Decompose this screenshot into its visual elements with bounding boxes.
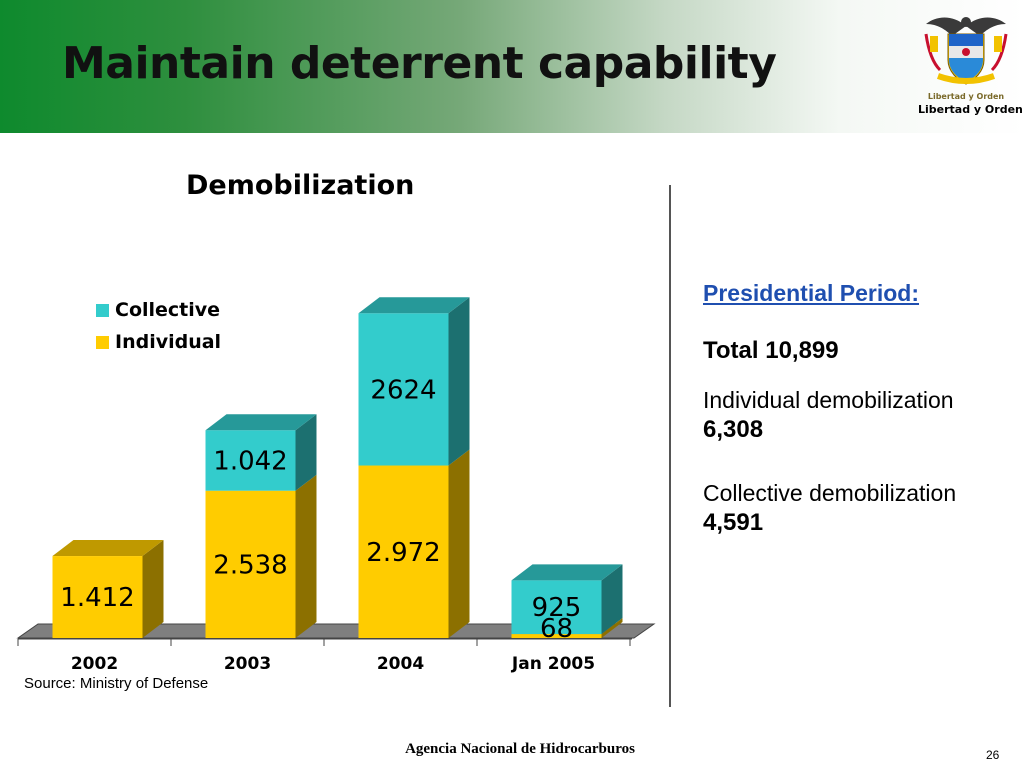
bar-top-collective [511,564,623,581]
legend-item-individual: Individual [96,326,221,358]
bar-side-individual [142,540,164,638]
bar-front-individual [52,556,143,638]
data-label-individual: 2.538 [213,550,287,580]
bar-front-individual [205,490,296,638]
source-note: Source: Ministry of Defense [24,675,209,692]
legend-swatch-collective [96,303,109,317]
individual-demobilization-label: Individual demobilization [703,387,954,413]
legend-item-collective: Collective [96,294,221,326]
bar-side-collective [295,414,317,491]
bar-top-collective [205,414,317,431]
header-banner [0,0,1024,133]
bar-front-individual [358,465,449,638]
bar-front-collective [358,313,449,466]
x-tick-label: 2003 [224,654,271,674]
summary-panel: Presidential Period: Total 10,899 Indivi… [703,280,1013,573]
coat-of-arms-icon [924,17,1008,85]
data-label-collective: 2624 [370,375,436,405]
bar-top-collective [358,297,470,314]
vertical-divider [669,185,671,707]
summary-heading: Presidential Period: [703,280,920,306]
x-tick-label: 2004 [377,654,424,674]
collective-demobilization-value: 4,591 [703,509,764,536]
data-label-individual: 68 [540,614,573,644]
bar-front-collective [205,430,296,491]
page-number: 26 [986,748,1000,762]
legend-label-individual: Individual [115,331,222,353]
coat-of-arms-logo: Libertad y Orden Libertad y Orden [918,12,1023,124]
bar-top-individual [52,540,164,557]
bar-front-individual [511,634,602,638]
x-tick-label: 2002 [71,654,118,674]
slide-title: Maintain deterrent capability [62,38,777,89]
bar-side-individual [601,618,623,638]
collective-demobilization-label: Collective demobilization [703,480,957,506]
chart-legend: Collective Individual [96,294,221,358]
demobilization-chart: 1.412 2002 2.538 1.042 2003 2.972 2624 2004 6892… [16,297,656,674]
data-label-collective: 925 [532,593,582,623]
chart-title: Demobilization [186,170,415,201]
data-label-individual: 1.412 [60,583,134,613]
bar-side-individual [448,449,470,638]
data-label-individual: 2.972 [366,538,440,568]
logo-motto-banner: Libertad y Orden [927,92,1005,101]
data-label-collective: 1.042 [213,446,287,476]
logo-motto: Libertad y Orden [918,103,1023,116]
summary-total: Total 10,899 [703,337,839,364]
bar-side-individual [295,474,317,638]
legend-swatch-individual [96,335,109,349]
individual-demobilization-value: 6,308 [703,416,764,443]
bar-side-collective [601,564,623,635]
bar-front-collective [511,580,602,635]
legend-label-collective: Collective [115,299,221,321]
footer-agency: Agencia Nacional de Hidrocarburos [405,741,635,757]
bar-side-collective [448,297,470,466]
x-tick-label: Jan 2005 [511,654,595,674]
